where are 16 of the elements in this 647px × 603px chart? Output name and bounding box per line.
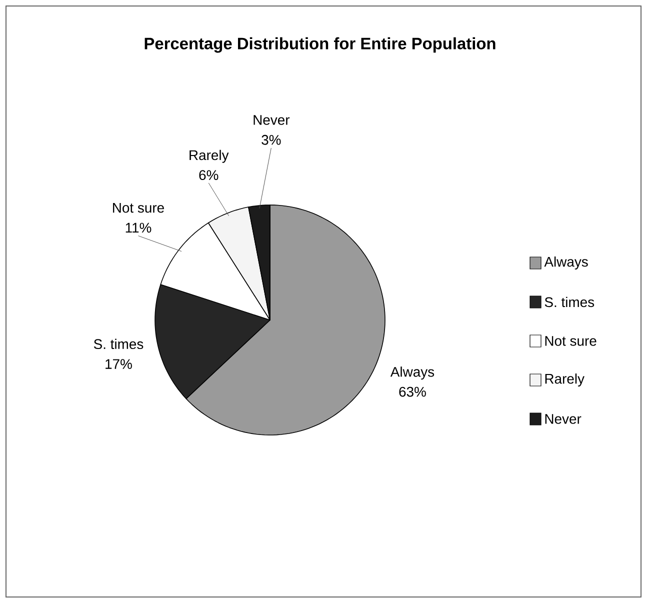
data-label: 17% (106, 359, 132, 369)
legend-label: S. times (544, 296, 594, 308)
slice-label: S. times (94, 338, 144, 350)
data-label: 63% (399, 386, 426, 397)
slice-label: Always (390, 366, 434, 380)
slice-label: Not sure (113, 202, 164, 213)
legend-label: Rarely (545, 373, 584, 386)
legend-label: Always (544, 256, 588, 270)
data-label: 6% (199, 170, 218, 180)
data-label: 3% (262, 134, 281, 145)
chart-title: Percentage Distribution for Entire Population (144, 37, 496, 53)
legend-label: Never (545, 414, 582, 424)
slice-label: Never (254, 115, 290, 125)
data-label: 11% (126, 222, 152, 233)
legend-label: Not sure (545, 336, 596, 346)
slice-label: Rarely (190, 150, 229, 163)
